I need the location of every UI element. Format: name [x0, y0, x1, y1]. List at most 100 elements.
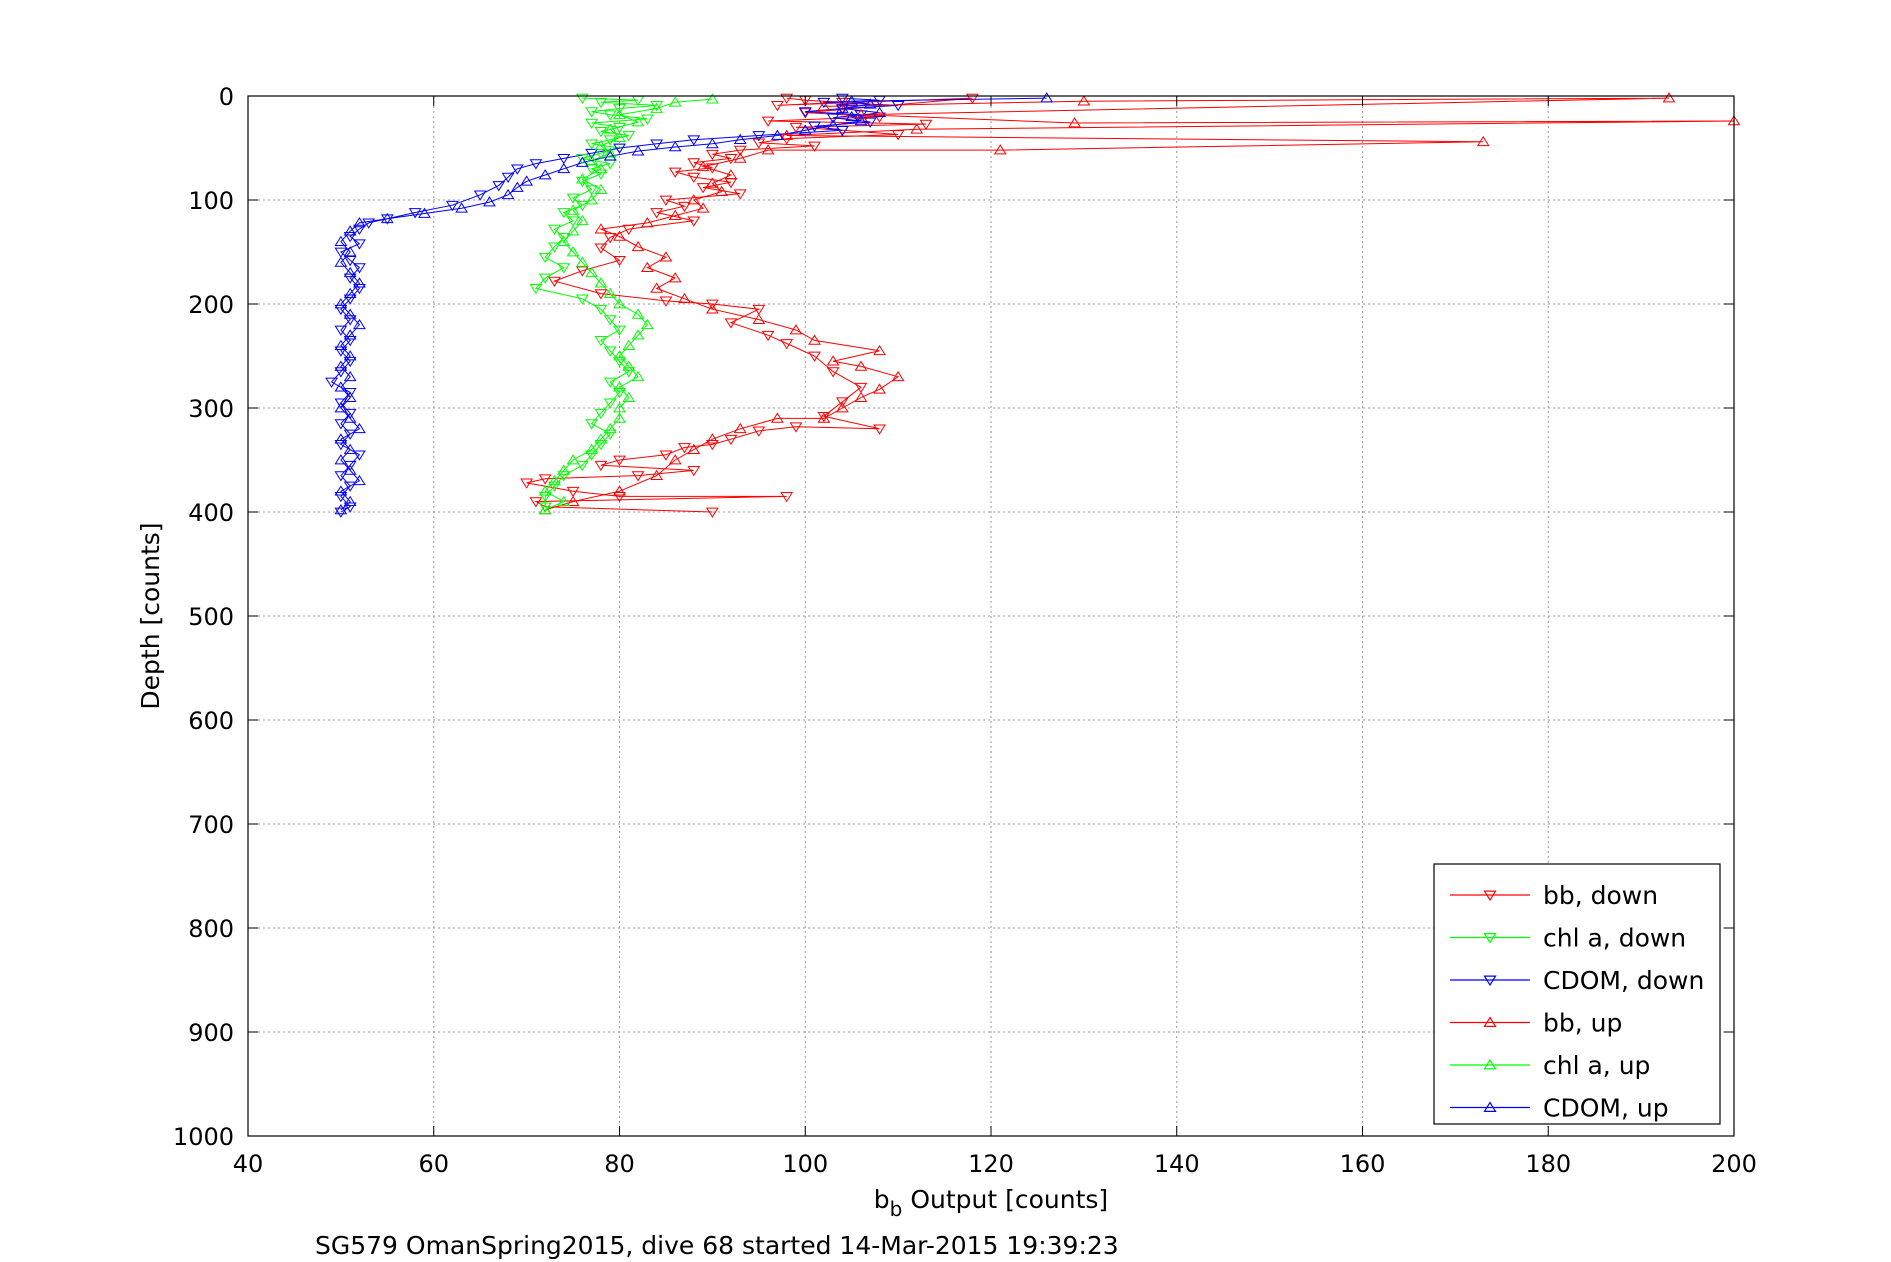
- x-tick-label: 60: [418, 1150, 449, 1178]
- data-point-bb-down: [622, 224, 636, 236]
- data-point-cdom-up: [334, 454, 348, 465]
- data-point-chl-a-up: [631, 308, 645, 319]
- data-point-chl-a-up: [603, 147, 617, 158]
- data-point-bb-down: [603, 233, 617, 244]
- data-point-chl-a-up: [594, 433, 608, 444]
- data-point-chl-a-up: [613, 298, 626, 309]
- data-point-bb-up: [650, 282, 664, 293]
- data-point-chl-a-up: [538, 504, 552, 515]
- data-point-bb-down: [835, 397, 849, 408]
- data-point-cdom-up: [845, 95, 859, 106]
- data-point-cdom-down: [808, 121, 821, 133]
- data-point-cdom-up: [835, 102, 849, 113]
- data-point-cdom-up: [334, 298, 348, 309]
- data-point-chl-a-down: [603, 398, 617, 409]
- data-point-bb-down: [761, 330, 775, 342]
- data-point-chl-a-up: [613, 412, 626, 423]
- data-point-bb-down: [873, 112, 886, 123]
- data-point-cdom-up: [510, 181, 524, 192]
- data-point-bb-up: [817, 100, 831, 111]
- data-point-chl-a-up: [622, 360, 636, 371]
- data-point-cdom-down: [343, 408, 357, 420]
- data-point-bb-up: [873, 383, 886, 394]
- data-point-bb-down: [687, 216, 701, 227]
- data-point-chl-a-down: [594, 408, 608, 420]
- data-point-bb-up: [780, 129, 794, 140]
- data-point-chl-a-up: [622, 339, 636, 350]
- data-point-chl-a-down: [538, 252, 552, 264]
- data-point-bb-up: [761, 144, 775, 155]
- data-point-cdom-down: [343, 481, 357, 492]
- data-point-cdom-up: [334, 256, 348, 267]
- data-point-cdom-down: [585, 148, 599, 160]
- data-point-cdom-down: [863, 117, 877, 128]
- data-point-chl-a-up: [575, 214, 589, 226]
- data-point-chl-a-down: [603, 429, 617, 440]
- data-point-bb-down: [705, 507, 719, 518]
- data-point-chl-a-up: [594, 162, 608, 174]
- data-point-chl-a-up: [622, 391, 636, 402]
- data-point-chl-a-up: [594, 183, 608, 194]
- data-point-bb-up: [696, 160, 710, 172]
- data-point-cdom-up: [343, 329, 357, 340]
- data-point-bb-down: [752, 138, 766, 149]
- data-point-cdom-down: [334, 398, 348, 409]
- y-tick-label: 1000: [173, 1123, 234, 1151]
- data-point-cdom-down: [826, 113, 840, 124]
- data-point-cdom-down: [353, 263, 366, 274]
- data-point-chl-a-down: [575, 460, 589, 472]
- data-point-bb-down: [705, 163, 719, 174]
- data-point-bb-down: [705, 299, 719, 310]
- data-point-cdom-up: [353, 216, 366, 228]
- data-point-chl-a-down: [640, 114, 654, 125]
- y-axis-label: Depth [counts]: [136, 522, 165, 709]
- data-point-chl-a-down: [557, 263, 571, 274]
- data-point-bb-up: [854, 360, 868, 371]
- axis-ticks: [247, 95, 1735, 1137]
- data-point-bb-up: [668, 272, 682, 283]
- legend-marker-chl-a-up: [1483, 1058, 1497, 1070]
- data-point-chl-a-up: [613, 131, 626, 142]
- data-point-cdom-down: [353, 239, 366, 250]
- data-point-chl-a-up: [594, 140, 608, 151]
- data-point-bb-down: [733, 145, 747, 156]
- y-tick-labels: 0 100 200 300 400 500 600 700 800 900 1000: [173, 83, 234, 1151]
- data-point-bb-down: [594, 289, 608, 300]
- data-point-cdom-down: [798, 107, 812, 118]
- data-point-cdom-down: [650, 139, 664, 150]
- data-point-chl-a-up: [557, 464, 571, 475]
- data-point-bb-down: [724, 318, 738, 329]
- data-point-bb-up: [566, 495, 580, 506]
- data-point-cdom-down: [334, 304, 348, 316]
- data-point-bb-up: [705, 303, 719, 314]
- legend-marker-cdom-up: [1483, 1101, 1497, 1112]
- legend-label-bb-down: bb, down: [1543, 881, 1658, 910]
- data-point-bb-down: [835, 105, 849, 116]
- data-point-chl-a-down: [566, 193, 580, 204]
- data-point-cdom-down: [380, 214, 394, 225]
- data-point-cdom-up: [845, 110, 859, 122]
- data-point-chl-a-up: [557, 235, 571, 246]
- y-tick-label: 900: [188, 1019, 234, 1047]
- data-point-chl-a-down: [603, 346, 617, 357]
- legend-marker-bb-down: [1483, 890, 1497, 902]
- data-point-chl-a-down: [613, 325, 626, 336]
- data-point-cdom-down: [343, 273, 357, 284]
- y-tick-label: 400: [188, 499, 234, 527]
- data-point-cdom-up: [603, 150, 617, 161]
- data-point-chl-a-down: [538, 502, 552, 513]
- data-point-bb-up: [678, 292, 691, 304]
- legend-label-cdom-down: CDOM, down: [1543, 966, 1704, 995]
- data-point-bb-down: [696, 183, 710, 194]
- data-point-cdom-down: [408, 208, 422, 219]
- legend-marker-cdom-down: [1483, 975, 1497, 987]
- data-point-bb-up: [631, 240, 645, 252]
- data-point-cdom-down: [362, 218, 376, 229]
- data-point-bb-up: [687, 443, 701, 454]
- data-point-cdom-down: [343, 255, 357, 267]
- data-point-cdom-up: [631, 145, 645, 156]
- x-tick-label: 180: [1525, 1150, 1571, 1178]
- data-point-bb-up: [613, 485, 626, 496]
- data-point-chl-a-down: [613, 388, 626, 399]
- data-point-chl-a-down: [585, 419, 599, 430]
